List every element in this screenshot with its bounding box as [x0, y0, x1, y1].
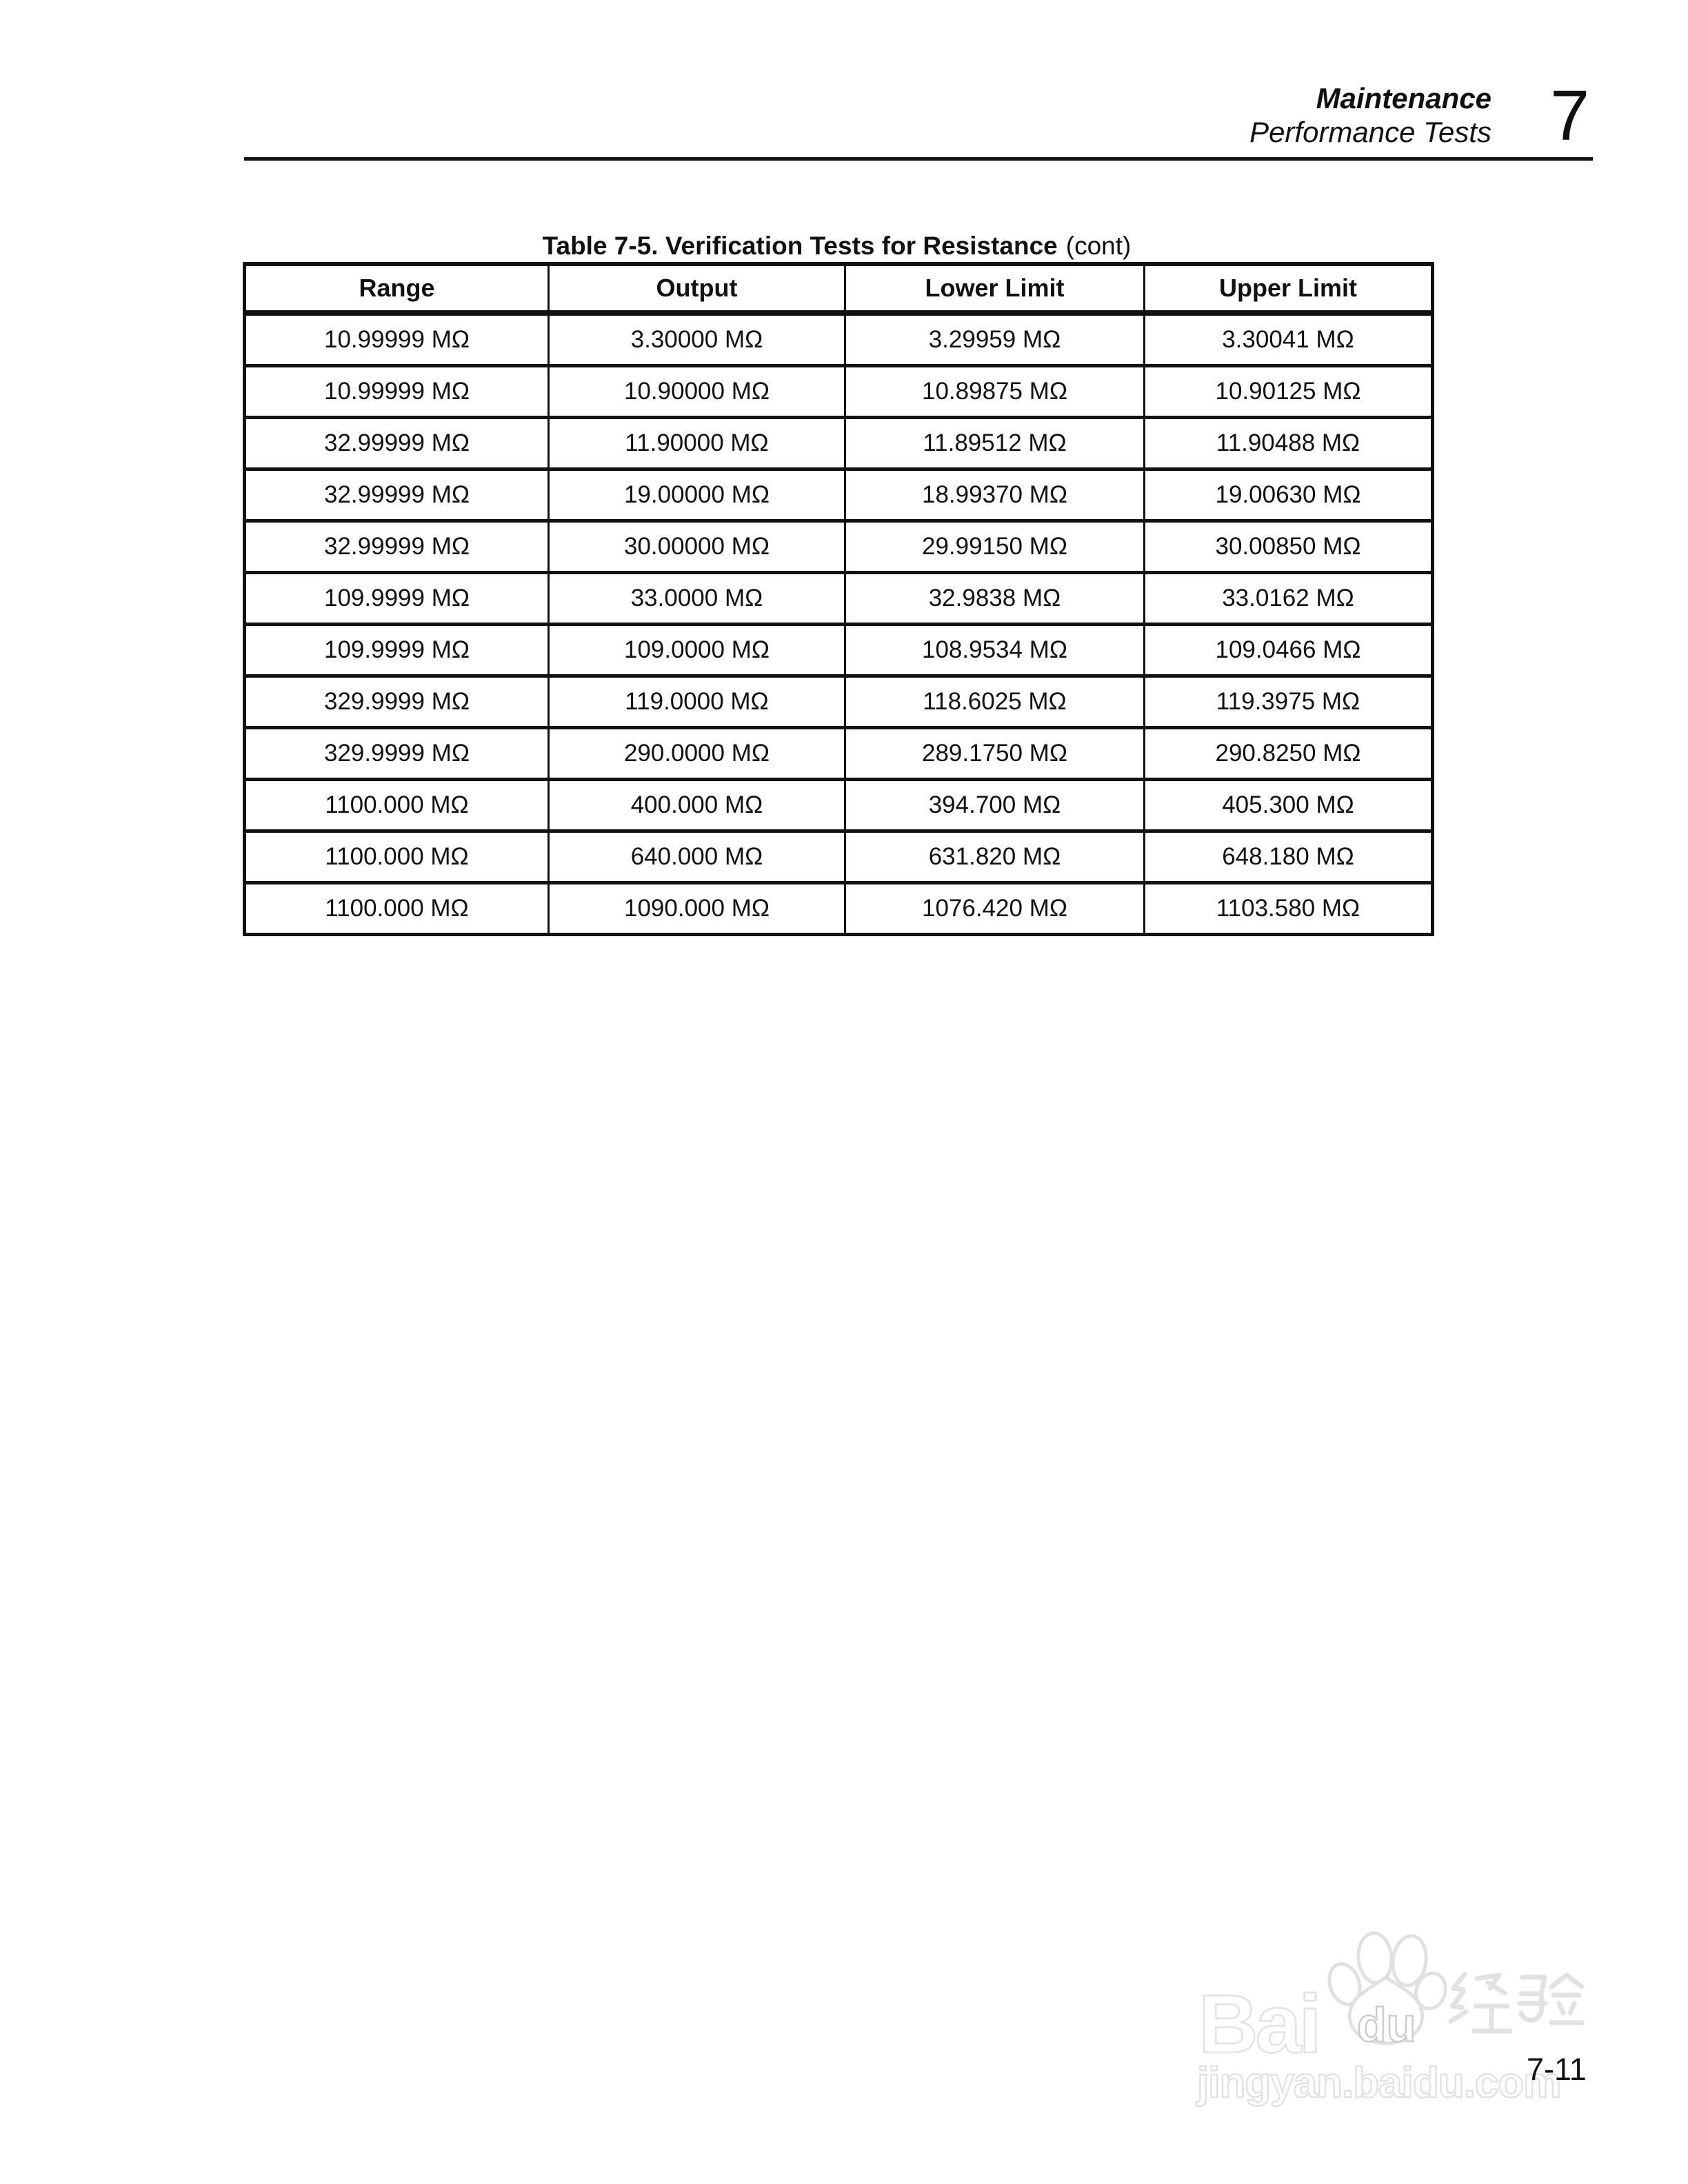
table-row: 109.9999 MΩ 33.0000 MΩ 32.9838 MΩ 33.0162 M… — [243, 571, 1434, 626]
table-cell: 11.90000 MΩ — [547, 416, 846, 471]
table-cell: 30.00000 MΩ — [547, 519, 846, 574]
table-cell: 290.8250 MΩ — [1143, 726, 1434, 781]
table-cell: 19.00630 MΩ — [1143, 467, 1434, 523]
table-cell: 1103.580 MΩ — [1143, 881, 1434, 936]
table-cell: 3.30041 MΩ — [1143, 311, 1434, 367]
table-title-suffix: (cont) — [1065, 232, 1132, 260]
table-row: 10.99999 MΩ 3.30000 MΩ 3.29959 MΩ 3.30041 M… — [243, 311, 1434, 367]
table-row: 1100.000 MΩ 1090.000 MΩ 1076.420 MΩ 1103.58… — [243, 881, 1434, 936]
watermark-du-text: du — [1356, 1998, 1417, 2052]
table-cell: 10.90000 MΩ — [547, 364, 846, 419]
table-cell: 109.9999 MΩ — [243, 623, 550, 678]
table-cell: 640.000 MΩ — [547, 829, 846, 884]
table-cell: 118.6025 MΩ — [844, 674, 1145, 729]
page-number: 7-11 — [1527, 2052, 1587, 2087]
table-cell: 32.9838 MΩ — [844, 571, 1145, 626]
header-subsection-title: Performance Tests — [1249, 116, 1491, 148]
table-row: 32.99999 MΩ 11.90000 MΩ 11.89512 MΩ 11.9048… — [243, 416, 1434, 471]
watermark-site-url: jingyan.baidu.com — [1196, 2059, 1563, 2107]
table-cell: 3.30000 MΩ — [547, 311, 846, 367]
table-row: 32.99999 MΩ 19.00000 MΩ 18.99370 MΩ 19.0063… — [243, 467, 1434, 523]
table-cell: 18.99370 MΩ — [844, 467, 1145, 523]
table-cell: 11.89512 MΩ — [844, 416, 1145, 471]
table-row: 32.99999 MΩ 30.00000 MΩ 29.99150 MΩ 30.0085… — [243, 519, 1434, 574]
column-header: Lower Limit — [844, 262, 1145, 316]
table-cell: 10.90125 MΩ — [1143, 364, 1434, 419]
table-cell: 290.0000 MΩ — [547, 726, 846, 781]
table-cell: 10.99999 MΩ — [243, 311, 550, 367]
table-cell: 1100.000 MΩ — [243, 829, 550, 884]
table-row: 1100.000 MΩ 400.000 MΩ 394.700 MΩ 405.300 M… — [243, 778, 1434, 833]
table-cell: 394.700 MΩ — [844, 778, 1145, 833]
table-row: 329.9999 MΩ 119.0000 MΩ 118.6025 MΩ 119.397… — [243, 674, 1434, 729]
table-title-main: Table 7-5. Verification Tests for Resist… — [542, 232, 1058, 260]
table-cell: 1100.000 MΩ — [243, 881, 550, 936]
column-header: Output — [547, 262, 846, 316]
table-title: Table 7-5. Verification Tests for Resist… — [243, 232, 1431, 261]
table-cell: 109.0000 MΩ — [547, 623, 846, 678]
baidu-watermark: Bai du — [1187, 1917, 1601, 2123]
column-header: Range — [243, 262, 550, 316]
table-cell: 1076.420 MΩ — [844, 881, 1145, 936]
watermark-brand-text: Bai — [1198, 1978, 1323, 2070]
table-cell: 32.99999 MΩ — [243, 416, 550, 471]
baidu-paw-icon — [1327, 1931, 1447, 2045]
table-cell: 329.9999 MΩ — [243, 674, 550, 729]
watermark-cjk-glyphs — [1448, 1972, 1585, 2034]
chapter-number: 7 — [1550, 76, 1590, 155]
table-cell: 10.99999 MΩ — [243, 364, 550, 419]
table-cell: 1100.000 MΩ — [243, 778, 550, 833]
table-cell: 119.0000 MΩ — [547, 674, 846, 729]
verification-table: Range Output Lower Limit Upper Limit 10.999… — [243, 262, 1434, 936]
table-cell: 289.1750 MΩ — [844, 726, 1145, 781]
table-cell: 1090.000 MΩ — [547, 881, 846, 936]
table-cell: 119.3975 MΩ — [1143, 674, 1434, 729]
table-cell: 108.9534 MΩ — [844, 623, 1145, 678]
table-cell: 32.99999 MΩ — [243, 467, 550, 523]
header-rule — [244, 157, 1593, 161]
header-section-title: Maintenance — [1316, 82, 1491, 114]
table-header-row: Range Output Lower Limit Upper Limit — [243, 262, 1434, 316]
table-cell: 109.0466 MΩ — [1143, 623, 1434, 678]
table-cell: 3.29959 MΩ — [844, 311, 1145, 367]
table-row: 329.9999 MΩ 290.0000 MΩ 289.1750 MΩ 290.825… — [243, 726, 1434, 781]
table-row: 109.9999 MΩ 109.0000 MΩ 108.9534 MΩ 109.046… — [243, 623, 1434, 678]
table-cell: 32.99999 MΩ — [243, 519, 550, 574]
table-cell: 29.99150 MΩ — [844, 519, 1145, 574]
table-cell: 329.9999 MΩ — [243, 726, 550, 781]
table-cell: 30.00850 MΩ — [1143, 519, 1434, 574]
page-header: Maintenance Performance Tests — [1249, 81, 1491, 149]
table-cell: 405.300 MΩ — [1143, 778, 1434, 833]
table-cell: 11.90488 MΩ — [1143, 416, 1434, 471]
table-row: 1100.000 MΩ 640.000 MΩ 631.820 MΩ 648.180 M… — [243, 829, 1434, 884]
table-cell: 19.00000 MΩ — [547, 467, 846, 523]
table-row: 10.99999 MΩ 10.90000 MΩ 10.89875 MΩ 10.9012… — [243, 364, 1434, 419]
table-cell: 631.820 MΩ — [844, 829, 1145, 884]
table-cell: 33.0162 MΩ — [1143, 571, 1434, 626]
table-cell: 10.89875 MΩ — [844, 364, 1145, 419]
table-cell: 33.0000 MΩ — [547, 571, 846, 626]
table-cell: 400.000 MΩ — [547, 778, 846, 833]
column-header: Upper Limit — [1143, 262, 1434, 316]
table-cell: 109.9999 MΩ — [243, 571, 550, 626]
table-cell: 648.180 MΩ — [1143, 829, 1434, 884]
